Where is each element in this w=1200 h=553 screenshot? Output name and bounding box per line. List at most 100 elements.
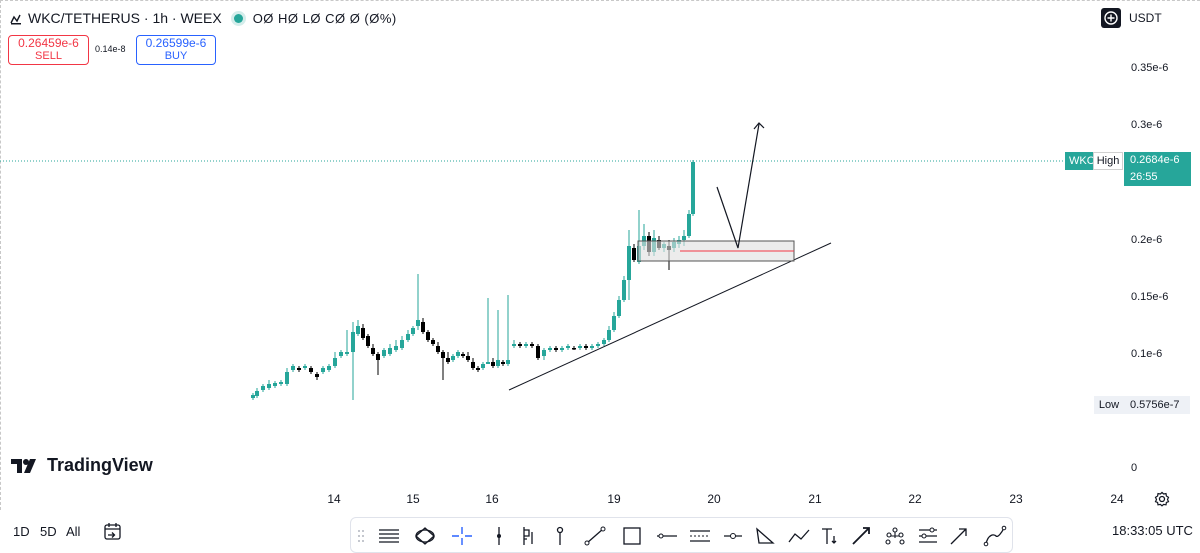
vertical-line-icon[interactable] — [488, 526, 510, 546]
candle-body — [476, 368, 480, 370]
sell-button[interactable]: 0.26459e-6 SELL — [8, 35, 89, 65]
candle-body — [682, 236, 686, 240]
time-label: 21 — [808, 492, 822, 506]
candle-body — [345, 352, 349, 354]
drag-handle-icon[interactable] — [357, 526, 365, 546]
candle-body — [376, 354, 380, 360]
candle-body — [506, 360, 510, 364]
candle-body — [622, 280, 626, 300]
time-label: 22 — [908, 492, 922, 506]
candle-body — [303, 366, 307, 368]
candle-body — [279, 382, 283, 384]
candle-body — [687, 214, 691, 236]
symbol-price-tag: WKC — [1065, 152, 1097, 170]
candle-body — [400, 340, 404, 348]
bar-countdown: 26:55 — [1130, 171, 1158, 183]
logo-text: TradingView — [47, 455, 153, 475]
curve-icon[interactable] — [983, 525, 1007, 547]
info-line-icon[interactable] — [722, 526, 744, 546]
candle-body — [388, 348, 392, 354]
arrow-icon[interactable] — [949, 526, 971, 546]
candle-body — [394, 346, 398, 350]
triangle-pattern-icon[interactable] — [754, 526, 776, 546]
utc-clock[interactable]: 18:33:05 UTC — [1112, 523, 1193, 538]
candle-body — [251, 395, 255, 398]
symbol-title[interactable]: WKC/TETHERUS · 1h · WEEX — [28, 10, 222, 26]
crosshair-icon[interactable] — [451, 526, 473, 546]
go-to-date-icon[interactable] — [103, 522, 123, 542]
candle-body — [524, 344, 528, 346]
candle-body — [321, 368, 325, 372]
timeframe-all[interactable]: All — [66, 524, 81, 539]
add-currency-icon[interactable] — [1101, 8, 1121, 28]
candle-body — [461, 354, 465, 356]
high-label: High — [1093, 152, 1123, 170]
candle-body — [602, 340, 606, 344]
ohlc-values: OØ HØ LØ CØ Ø (Ø%) — [252, 10, 397, 26]
candle-body — [560, 348, 564, 350]
candle-body — [382, 350, 386, 356]
candle-body — [566, 346, 570, 348]
candle-body — [451, 356, 455, 360]
chart-border-left — [0, 0, 1, 510]
candle-body — [356, 326, 360, 334]
buy-price: 0.26599e-6 — [145, 36, 207, 50]
tradingview-logo[interactable]: TradingView — [11, 455, 153, 476]
settings-gear-icon[interactable] — [1154, 491, 1170, 507]
candle-body — [309, 368, 313, 372]
candle-body — [285, 372, 289, 384]
currency-selector[interactable]: USDT — [1129, 11, 1162, 25]
horizontal-ray-icon[interactable] — [656, 526, 678, 546]
buy-label: BUY — [164, 50, 188, 62]
sell-label: SELL — [35, 50, 62, 62]
candle-body — [486, 362, 490, 364]
candle-body — [339, 352, 343, 356]
drawing-toolbar — [350, 517, 1013, 553]
time-label: 14 — [327, 492, 341, 506]
arrow-marker-icon[interactable] — [851, 526, 873, 546]
time-label: 15 — [406, 492, 420, 506]
projection-path — [716, 123, 760, 249]
candle-body — [617, 300, 621, 316]
trend-line-drawing — [508, 242, 832, 391]
candle-body — [471, 362, 475, 368]
time-label: 16 — [485, 492, 499, 506]
candle-body — [315, 374, 319, 377]
price-label: 0.2e-6 — [1131, 234, 1163, 246]
parallel-channel-icon[interactable] — [689, 526, 711, 546]
symbol-icon[interactable] — [10, 12, 22, 25]
candle-body — [431, 340, 435, 344]
crowd-icon[interactable] — [884, 526, 906, 546]
rectangle-icon[interactable] — [621, 526, 643, 546]
candle-body — [406, 334, 410, 340]
candle-body — [548, 348, 552, 350]
timeframe-1d[interactable]: 1D — [13, 524, 30, 539]
text-icon[interactable] — [819, 526, 841, 546]
horizontal-lines-icon[interactable] — [378, 526, 400, 546]
candle-body — [554, 348, 558, 350]
candle-body — [691, 162, 695, 214]
candle-body — [426, 332, 430, 340]
ellipse-icon[interactable] — [414, 526, 436, 546]
candle-body — [297, 368, 301, 370]
trend-line-icon[interactable] — [584, 526, 606, 546]
path-icon[interactable] — [788, 526, 810, 546]
market-status-icon — [233, 13, 243, 23]
candles-icon[interactable] — [519, 526, 541, 546]
candle-body — [491, 362, 495, 366]
candle-body — [627, 246, 631, 280]
pin-icon[interactable] — [549, 526, 571, 546]
time-label: 20 — [707, 492, 721, 506]
candle-body — [351, 332, 355, 352]
timeframe-5d[interactable]: 5D — [40, 524, 57, 539]
candle-body — [436, 346, 440, 352]
candle-body — [496, 360, 500, 366]
chart-pane[interactable] — [0, 0, 1125, 490]
price-label: 0.1e-6 — [1131, 348, 1163, 360]
sell-price: 0.26459e-6 — [18, 36, 79, 50]
buy-button[interactable]: 0.26599e-6 BUY — [136, 35, 216, 65]
candle-body — [416, 320, 420, 326]
candle-body — [596, 344, 600, 346]
table-icon[interactable] — [917, 526, 939, 546]
candle-body — [590, 346, 594, 348]
